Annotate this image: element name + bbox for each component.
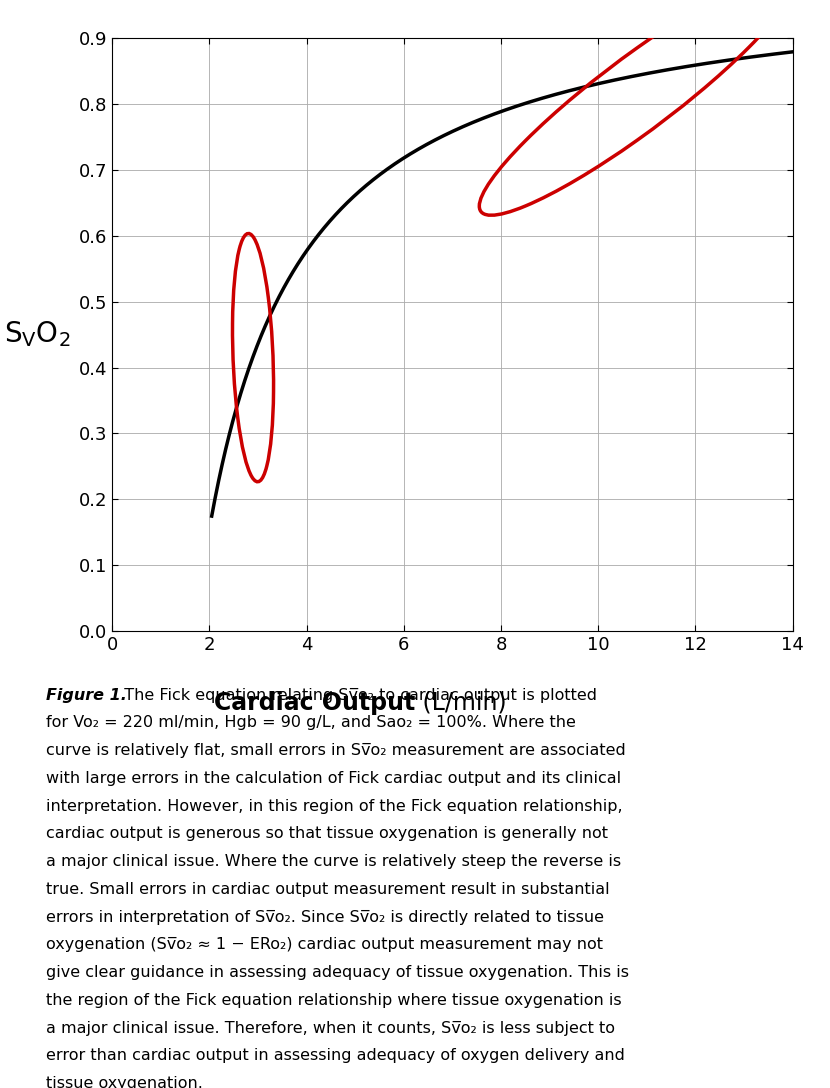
Text: true. Small errors in cardiac output measurement result in substantial: true. Small errors in cardiac output mea…	[46, 881, 609, 897]
Text: tissue oxygenation.: tissue oxygenation.	[46, 1076, 203, 1088]
Text: error than cardiac output in assessing adequacy of oxygen delivery and: error than cardiac output in assessing a…	[46, 1049, 624, 1063]
Text: give clear guidance in assessing adequacy of tissue oxygenation. This is: give clear guidance in assessing adequac…	[46, 965, 628, 980]
Text: a major clinical issue. Therefore, when it counts, Sv̅o₂ is less subject to: a major clinical issue. Therefore, when …	[46, 1021, 615, 1036]
Text: interpretation. However, in this region of the Fick equation relationship,: interpretation. However, in this region …	[46, 799, 622, 814]
Text: oxygenation (Sv̅o₂ ≈ 1 − ERo₂) cardiac output measurement may not: oxygenation (Sv̅o₂ ≈ 1 − ERo₂) cardiac o…	[46, 937, 603, 952]
Text: the region of the Fick equation relationship where tissue oxygenation is: the region of the Fick equation relation…	[46, 992, 622, 1007]
Text: Cardiac Output: Cardiac Output	[214, 691, 415, 715]
Text: curve is relatively flat, small errors in Sv̅o₂ measurement are associated: curve is relatively flat, small errors i…	[46, 743, 625, 758]
Text: errors in interpretation of Sv̅o₂. Since Sv̅o₂ is directly related to tissue: errors in interpretation of Sv̅o₂. Since…	[46, 910, 603, 925]
Text: Figure 1.: Figure 1.	[46, 688, 126, 703]
Text: with large errors in the calculation of Fick cardiac output and its clinical: with large errors in the calculation of …	[46, 770, 621, 786]
Text: The Fick equation relating Sv̅o₂ to cardiac output is plotted: The Fick equation relating Sv̅o₂ to card…	[114, 688, 597, 703]
Y-axis label: $\mathrm{S_V O_2}$: $\mathrm{S_V O_2}$	[4, 320, 71, 349]
Text: (L/min): (L/min)	[415, 691, 506, 715]
Text: for Vo₂ = 220 ml/min, Hgb = 90 g/L, and Sao₂ = 100%. Where the: for Vo₂ = 220 ml/min, Hgb = 90 g/L, and …	[46, 716, 575, 730]
Text: cardiac output is generous so that tissue oxygenation is generally not: cardiac output is generous so that tissu…	[46, 827, 608, 841]
Text: a major clinical issue. Where the curve is relatively steep the reverse is: a major clinical issue. Where the curve …	[46, 854, 621, 869]
